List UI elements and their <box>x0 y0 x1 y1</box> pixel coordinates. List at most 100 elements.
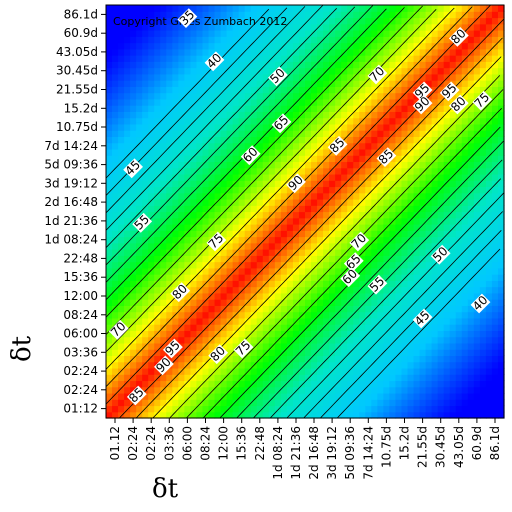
heatmap-cell <box>365 224 372 231</box>
heatmap-cell <box>124 342 131 350</box>
heatmap-cell <box>341 186 348 194</box>
heatmap-cell <box>148 117 155 125</box>
heatmap-cell <box>286 236 294 244</box>
heatmap-cell <box>329 136 336 144</box>
y-tick-label: 86.1d <box>64 7 98 21</box>
heatmap-cell <box>280 342 288 350</box>
heatmap-cell <box>196 374 204 382</box>
heatmap-cell <box>485 392 493 400</box>
heatmap-cell <box>395 399 403 407</box>
heatmap-cell <box>383 55 391 62</box>
heatmap-cell <box>359 292 366 300</box>
heatmap-cell <box>154 30 161 37</box>
heatmap-cell <box>425 123 433 131</box>
heatmap-cell <box>226 111 234 119</box>
heatmap-cell <box>280 92 288 100</box>
heatmap-cell <box>232 224 240 231</box>
heatmap-cell <box>268 117 276 125</box>
heatmap-cell <box>208 167 216 175</box>
heatmap-cell <box>383 249 391 256</box>
heatmap-cell <box>196 136 204 144</box>
heatmap-cell <box>106 98 113 106</box>
heatmap-cell <box>473 55 481 62</box>
heatmap-cell <box>485 292 493 300</box>
heatmap-cell <box>413 55 421 62</box>
heatmap-cell <box>443 342 451 350</box>
heatmap-cell <box>485 386 493 394</box>
heatmap-cell <box>485 130 493 138</box>
heatmap-cell <box>274 155 282 163</box>
heatmap-cell <box>329 292 336 300</box>
heatmap-cell <box>298 274 306 281</box>
heatmap-cell <box>347 355 354 363</box>
heatmap-cell <box>106 330 113 338</box>
heatmap-cell <box>190 380 198 388</box>
heatmap-cell <box>142 405 149 413</box>
heatmap-cell <box>467 30 475 37</box>
heatmap-cell <box>311 161 318 169</box>
heatmap-cell <box>130 217 137 225</box>
heatmap-cell <box>437 392 445 400</box>
heatmap-cell <box>118 86 125 94</box>
heatmap-cell <box>389 367 397 375</box>
heatmap-cell <box>389 299 397 306</box>
heatmap-cell <box>202 205 210 213</box>
heatmap-cell <box>232 5 240 12</box>
heatmap-cell <box>232 167 240 175</box>
heatmap-cell <box>208 230 216 238</box>
heatmap-cell <box>214 261 222 269</box>
heatmap-cell <box>383 111 391 119</box>
heatmap-cell <box>461 123 469 131</box>
heatmap-cell <box>106 11 113 19</box>
heatmap-cell <box>485 180 493 188</box>
heatmap-cell <box>292 11 300 19</box>
y-tick-label: 30.45d <box>56 64 98 78</box>
heatmap-cell <box>425 292 433 300</box>
heatmap-cell <box>377 386 384 394</box>
heatmap-cell <box>329 73 336 81</box>
heatmap-cell <box>485 142 493 150</box>
heatmap-cell <box>335 198 342 206</box>
heatmap-cell <box>214 305 222 313</box>
heatmap-cell <box>244 48 252 56</box>
heatmap-cell <box>365 299 372 306</box>
heatmap-cell <box>166 299 173 306</box>
heatmap-cell <box>419 5 427 12</box>
heatmap-cell <box>377 336 384 344</box>
heatmap-cell <box>232 411 240 419</box>
heatmap-cell <box>262 67 270 75</box>
heatmap-cell <box>497 67 505 75</box>
heatmap-cell <box>431 224 439 231</box>
heatmap-cell <box>467 367 475 375</box>
heatmap-cell <box>455 361 463 369</box>
heatmap-cell <box>395 261 403 269</box>
heatmap-cell <box>479 73 487 81</box>
heatmap-cell <box>214 173 222 181</box>
heatmap-cell <box>449 73 457 81</box>
heatmap-cell <box>214 292 222 300</box>
heatmap-cell <box>262 249 270 256</box>
heatmap-cell <box>124 311 131 319</box>
heatmap-cell <box>377 123 384 131</box>
heatmap-cell <box>118 386 125 394</box>
heatmap-cell <box>497 392 505 400</box>
heatmap-cell <box>485 361 493 369</box>
heatmap-cell <box>485 30 493 37</box>
heatmap-cell <box>184 255 192 263</box>
heatmap-cell <box>124 392 131 400</box>
heatmap-cell <box>305 123 312 131</box>
heatmap-cell <box>413 255 421 263</box>
heatmap-cell <box>196 192 204 200</box>
heatmap-cell <box>407 173 415 181</box>
heatmap-cell <box>491 61 499 69</box>
heatmap-cell <box>389 5 397 12</box>
heatmap-cell <box>142 136 149 144</box>
heatmap-cell <box>341 42 348 50</box>
heatmap-cell <box>485 17 493 25</box>
heatmap-cell <box>395 155 403 163</box>
heatmap-cell <box>106 386 113 394</box>
heatmap-cell <box>238 324 246 331</box>
heatmap-cell <box>461 205 469 213</box>
heatmap-cell <box>130 11 137 19</box>
heatmap-cell <box>341 180 348 188</box>
